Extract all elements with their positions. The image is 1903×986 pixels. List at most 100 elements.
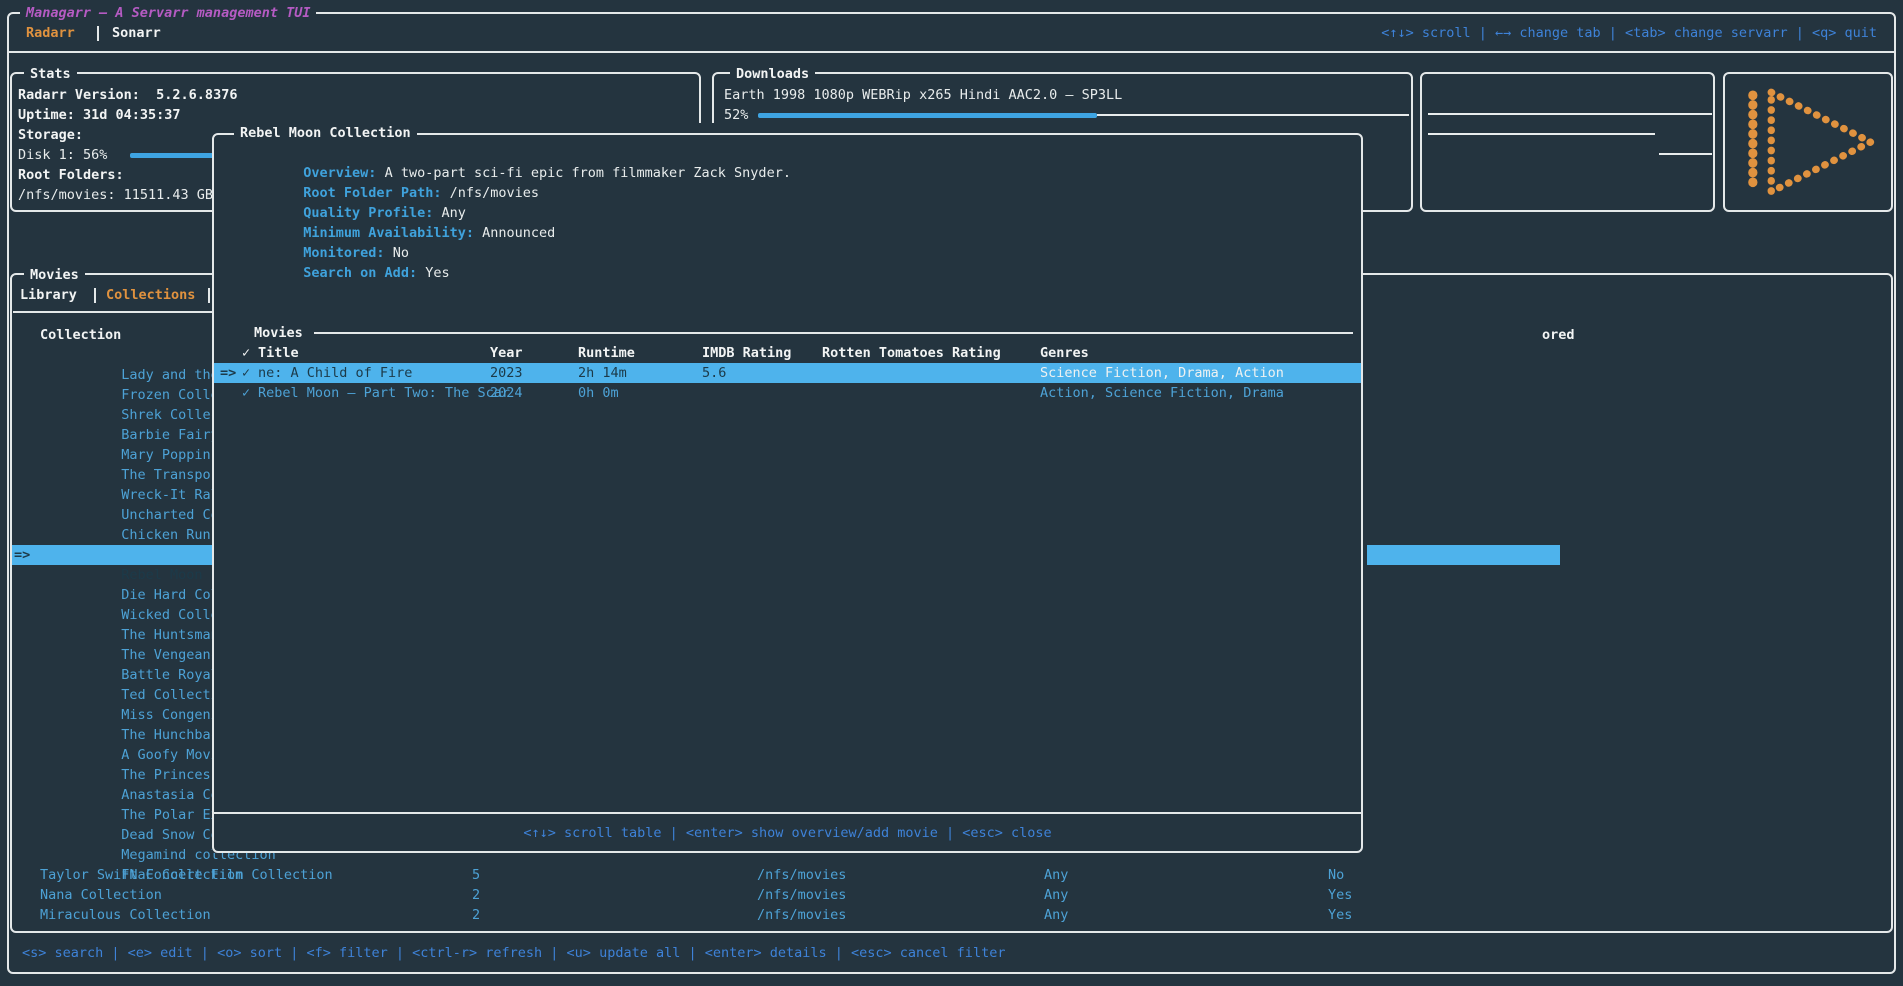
- root-folder-size: /nfs/movies: 11511.43 GB: [18, 187, 214, 203]
- modal-title: Rebel Moon Collection: [234, 123, 417, 143]
- collection-list-item[interactable]: Barbie Fairytopia Col: [12, 405, 292, 443]
- collection-list-item[interactable]: Frozen Collection: [12, 365, 259, 403]
- field-value: /nfs/movies: [449, 185, 539, 201]
- movie-genres: Science Fiction, Drama, Action: [1040, 365, 1284, 381]
- collection-list-item[interactable]: National Lampoon's Va: [12, 525, 292, 563]
- collection-quality-profile: Any: [1044, 867, 1069, 883]
- tab-collections[interactable]: Collections: [106, 287, 196, 303]
- collection-table-row[interactable]: Miraculous Collection 2 /nfs/movies Any …: [12, 905, 1892, 925]
- collection-list-item[interactable]: FNaF Collection: [12, 845, 243, 883]
- movie-table-row-selected[interactable]: => ✓ ne: A Child of Fire 2023 2h 14m 5.6…: [214, 363, 1361, 383]
- movie-year: 2023: [490, 365, 523, 381]
- managarr-play-logo-icon: [1748, 86, 1879, 198]
- movie-imdb-rating: 5.6: [702, 365, 727, 381]
- radarr-version: Radarr Version: 5.2.6.8376: [18, 87, 238, 103]
- collection-list-item[interactable]: => Rebel Moon Collection: [12, 545, 292, 583]
- bottom-bar-shortcuts: <s> search | <e> edit | <o> sort | <f> f…: [22, 945, 1006, 961]
- collection-quality-profile: Any: [1044, 907, 1069, 923]
- header-genres: Genres: [1040, 345, 1089, 361]
- collection-list-item[interactable]: The Huntsman Collecti: [12, 605, 292, 643]
- collection-table-row[interactable]: Nana Collection 2 /nfs/movies Any Yes: [12, 885, 1892, 905]
- movie-year: 2024: [490, 385, 523, 401]
- movie-title: ne: A Child of Fire: [258, 365, 413, 381]
- collection-list-item[interactable]: Shrek Collection: [12, 385, 251, 423]
- modal-footer-separator: [214, 812, 1361, 814]
- collection-list-item[interactable]: Wicked Collection: [12, 585, 259, 623]
- field-value: A two-part sci-fi epic from filmmaker Za…: [384, 165, 791, 181]
- field-label: Search on Add:: [303, 265, 426, 281]
- collection-name: Miraculous Collection: [40, 907, 211, 923]
- collection-list-item[interactable]: The Hunchback of Notr: [12, 705, 292, 743]
- collection-movie-count: 2: [472, 907, 481, 923]
- collection-list-item[interactable]: Wreck-It Ralph Collec: [12, 465, 292, 503]
- collection-list-item[interactable]: The Vengeance Trilogy: [12, 625, 292, 663]
- field-label: Quality Profile:: [303, 205, 442, 221]
- collection-fields: Overview: A two-part sci-fi epic from fi…: [222, 143, 791, 281]
- collection-field: Root Folder Path: /nfs/movies: [222, 163, 791, 201]
- selected-row-highlight-segment: [1367, 545, 1560, 565]
- collection-root-folder: /nfs/movies: [757, 907, 847, 923]
- collections-list: Lady and the Tramp Co Frozen Collection …: [12, 345, 292, 883]
- collection-table-row[interactable]: Taylor Swift Concert Film Collection 5 /…: [12, 865, 1892, 885]
- collection-list-item[interactable]: The Polar Express – C: [12, 785, 292, 823]
- collection-list-item[interactable]: Uncharted Collection: [12, 485, 284, 523]
- collection-list-item[interactable]: Megamind collection: [12, 825, 275, 863]
- collection-movie-count: 5: [472, 867, 481, 883]
- header-separator: [8, 51, 1895, 53]
- tab-separator: [208, 288, 210, 303]
- modal-movies-title: Movies: [248, 323, 309, 343]
- collection-list-item[interactable]: Chicken Run Collectio: [12, 505, 292, 543]
- secondary-panel: [1420, 72, 1715, 212]
- collection-list-item[interactable]: Die Hard Collection: [12, 565, 275, 603]
- collection-list-item[interactable]: Lady and the Tramp Co: [12, 345, 292, 383]
- field-label: Overview:: [303, 165, 385, 181]
- gauge-line: [1428, 133, 1655, 135]
- collection-list-item[interactable]: Battle Royale Collect: [12, 645, 292, 683]
- movies-panel-title: Movies: [24, 265, 85, 285]
- collection-field: Monitored: No: [222, 223, 791, 261]
- download-item[interactable]: Earth 1998 1080p WEBRip x265 Hindi AAC2.…: [724, 87, 1123, 103]
- app-title: Managarr – A Servarr management TUI: [20, 3, 317, 23]
- gauge-line: [1659, 153, 1712, 155]
- root-folders-label: Root Folders:: [18, 167, 124, 183]
- uptime: Uptime: 31d 04:35:37: [18, 107, 181, 123]
- movie-runtime: 0h 0m: [578, 385, 619, 401]
- field-label: Root Folder Path:: [303, 185, 450, 201]
- collection-list-item[interactable]: Miss Congeniality Col: [12, 685, 292, 723]
- tabs-underline: [13, 311, 213, 313]
- download-percent: 52%: [724, 107, 749, 123]
- movie-table-row[interactable]: ✓ Rebel Moon – Part Two: The Scar 2024 0…: [214, 383, 1361, 403]
- stats-panel-title: Stats: [24, 64, 77, 84]
- collection-list-item[interactable]: Mary Poppins Collecti: [12, 425, 292, 463]
- collection-label: FNaF Collection: [121, 867, 244, 883]
- download-gauge-fill: [758, 113, 1097, 118]
- tab-library[interactable]: Library: [20, 287, 77, 303]
- disk-usage-gauge: [130, 153, 230, 158]
- collection-column-header: Collection: [40, 327, 122, 343]
- collection-field: Overview: A two-part sci-fi epic from fi…: [222, 143, 791, 181]
- collection-list-item[interactable]: The Princess Diaries: [12, 745, 284, 783]
- header-imdb-rating: IMDB Rating: [702, 345, 792, 361]
- collection-list-item[interactable]: Dead Snow Collection: [12, 805, 284, 843]
- downloads-panel-title: Downloads: [730, 64, 816, 84]
- field-label: Minimum Availability:: [303, 225, 483, 241]
- header-shortcuts: <↑↓> scroll | ←→ change tab | <tab> chan…: [1381, 25, 1877, 41]
- tab-separator: [97, 26, 99, 41]
- header-runtime: Runtime: [578, 345, 635, 361]
- collection-quality-profile: Any: [1044, 887, 1069, 903]
- tab-radarr[interactable]: Radarr: [26, 25, 75, 41]
- collection-field: Minimum Availability: Announced: [222, 203, 791, 241]
- collection-details-modal: Rebel Moon Collection Overview: A two-pa…: [212, 123, 1363, 853]
- field-label: Monitored:: [303, 245, 393, 261]
- monitored-check-icon: ✓: [242, 385, 251, 401]
- app-window-border: [7, 12, 1896, 974]
- collection-list-item[interactable]: The Transporter Colle: [12, 445, 292, 483]
- tab-separator: [94, 288, 96, 303]
- collection-list-item[interactable]: Anastasia Collection: [12, 765, 284, 803]
- collection-list-item[interactable]: A Goofy Movie Collect: [12, 725, 292, 763]
- tab-sonarr[interactable]: Sonarr: [112, 25, 161, 41]
- movie-runtime: 2h 14m: [578, 365, 627, 381]
- collection-list-item[interactable]: Ted Collection: [12, 665, 235, 703]
- monitored-check-icon: ✓: [242, 365, 251, 381]
